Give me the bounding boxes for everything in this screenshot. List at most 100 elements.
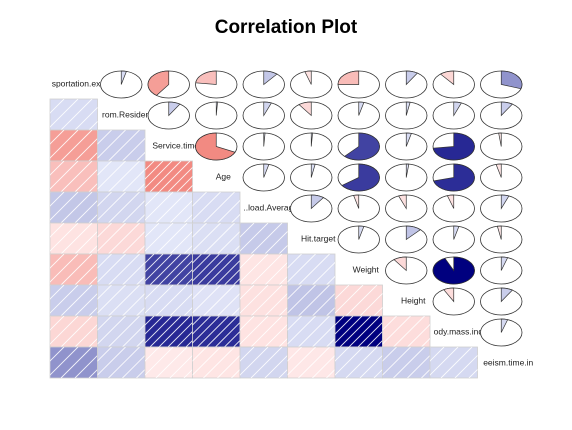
shade-cell-2-1 <box>97 129 146 162</box>
shade-hatch-2-1 <box>97 130 145 161</box>
pie-slice-6-8 <box>432 256 475 285</box>
pie-slice-1-5 <box>298 101 312 117</box>
shade-hatch-7-0 <box>50 285 98 316</box>
shade-hatch-7-1 <box>97 285 145 316</box>
shade-hatch-4-1 <box>97 192 145 223</box>
shade-hatch-9-0 <box>50 347 98 378</box>
pie-slice-8-9 <box>500 318 509 333</box>
pie-slice-2-3 <box>195 132 236 161</box>
shade-hatch-7-4 <box>240 285 288 316</box>
pie-slice-7-8 <box>443 287 455 303</box>
shade-hatch-8-6 <box>335 316 383 347</box>
pie-slice-0-3 <box>195 70 217 85</box>
shade-cell-7-3 <box>192 284 241 317</box>
shade-cell-8-7 <box>382 315 431 348</box>
shade-cell-2-0 <box>49 129 98 162</box>
pie-slice-0-5 <box>304 70 312 85</box>
pie-slice-0-4 <box>263 70 278 86</box>
pie-slice-0-1 <box>120 70 127 85</box>
shade-hatch-7-5 <box>287 285 335 316</box>
shade-hatch-3-1 <box>97 161 145 192</box>
pie-slice-3-7 <box>405 163 410 178</box>
diagonal-label-7: Height <box>401 296 426 306</box>
pie-slice-1-8 <box>453 101 462 117</box>
shade-hatch-5-4 <box>240 223 288 254</box>
pie-slice-1-6 <box>358 101 365 116</box>
shade-cell-8-0 <box>49 315 98 348</box>
shade-hatch-4-2 <box>145 192 193 223</box>
shade-hatch-6-3 <box>192 254 240 285</box>
shade-cell-9-8 <box>429 346 478 379</box>
shade-hatch-6-0 <box>50 254 98 285</box>
pie-slice-1-2 <box>168 101 181 117</box>
shade-hatch-7-3 <box>192 285 240 316</box>
shade-hatch-8-3 <box>192 316 240 347</box>
pie-slice-4-5 <box>310 194 325 210</box>
pie-slice-4-8 <box>446 194 455 209</box>
shade-cell-4-2 <box>144 191 193 224</box>
pie-slice-0-8 <box>439 70 455 86</box>
shade-hatch-8-7 <box>382 316 430 347</box>
shade-cell-7-1 <box>97 284 146 317</box>
shade-cell-5-4 <box>239 222 288 255</box>
pie-slice-0-9 <box>500 70 523 90</box>
shade-hatch-7-6 <box>335 285 383 316</box>
pie-slice-2-6 <box>343 132 380 161</box>
pie-slice-7-9 <box>500 287 513 303</box>
pie-slice-1-3 <box>215 101 218 116</box>
diagonal-label-6: Weight <box>353 265 380 275</box>
shade-hatch-9-2 <box>145 347 193 378</box>
shade-hatch-7-2 <box>145 285 193 316</box>
shade-hatch-3-0 <box>50 161 98 192</box>
pie-slice-1-9 <box>500 101 513 117</box>
diagonal-label-0: sportation.expe <box>52 79 110 89</box>
pie-slice-0-7 <box>405 70 418 86</box>
shade-cell-9-1 <box>97 346 146 379</box>
pie-slice-6-9 <box>500 256 509 271</box>
pie-slice-3-6 <box>341 163 380 192</box>
pie-slice-6-7 <box>393 256 407 272</box>
shade-cell-6-5 <box>287 253 336 286</box>
shade-hatch-4-3 <box>192 192 240 223</box>
diagonal-label-4: ..load.Average <box>243 203 298 213</box>
shade-hatch-9-3 <box>192 347 240 378</box>
shade-hatch-9-6 <box>335 347 383 378</box>
shade-hatch-9-4 <box>240 347 288 378</box>
shade-cell-4-1 <box>97 191 146 224</box>
pie-slice-3-8 <box>433 163 475 192</box>
shade-cell-7-0 <box>49 284 98 317</box>
pie-slice-5-9 <box>496 225 502 240</box>
shade-hatch-6-2 <box>145 254 193 285</box>
shade-hatch-4-0 <box>50 192 98 223</box>
shade-cell-9-0 <box>49 346 98 379</box>
pie-slice-0-6 <box>337 70 360 85</box>
shade-cell-9-5 <box>287 346 336 379</box>
shade-cell-3-1 <box>97 160 146 193</box>
diagonal-label-5: Hit.target <box>301 234 336 244</box>
shade-cell-9-7 <box>382 346 431 379</box>
shade-cell-9-4 <box>239 346 288 379</box>
shade-hatch-6-1 <box>97 254 145 285</box>
shade-hatch-6-5 <box>287 254 335 285</box>
shade-cell-9-3 <box>192 346 241 379</box>
pie-slice-5-8 <box>453 225 460 240</box>
pie-slice-2-7 <box>405 132 412 147</box>
shade-hatch-6-4 <box>240 254 288 285</box>
shade-cell-7-6 <box>334 284 383 317</box>
diagonal-label-1: rom.Residenc <box>102 110 155 120</box>
shade-hatch-5-3 <box>192 223 240 254</box>
pie-slice-2-9 <box>498 132 502 147</box>
pie-slice-4-6 <box>353 194 360 209</box>
shade-cell-9-6 <box>334 346 383 379</box>
pie-slice-2-8 <box>432 132 475 161</box>
shade-cell-4-0 <box>49 191 98 224</box>
shade-hatch-8-0 <box>50 316 98 347</box>
shade-hatch-1-0 <box>50 99 98 130</box>
pie-slice-3-9 <box>495 163 502 178</box>
shade-hatch-5-2 <box>145 223 193 254</box>
pie-slice-5-6 <box>358 225 365 240</box>
diagonal-label-8: ody.mass.inde <box>434 327 488 337</box>
shade-hatch-8-2 <box>145 316 193 347</box>
shade-cell-9-2 <box>144 346 193 379</box>
